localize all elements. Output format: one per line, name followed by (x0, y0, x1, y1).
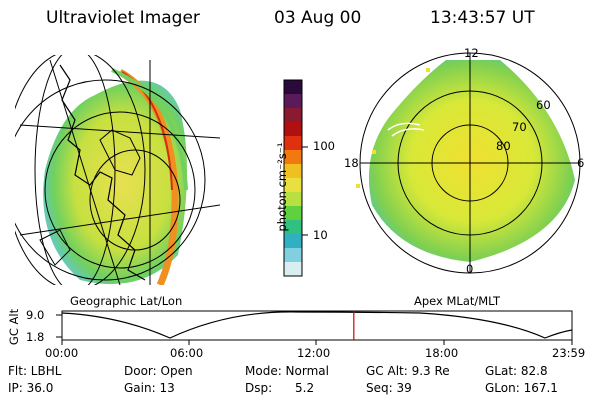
colorbar-unit-label: photon cm⁻²s⁻¹ (275, 142, 289, 232)
info-gc-alt: GC Alt: 9.3 Re (366, 364, 450, 378)
colorbar-swatch (284, 150, 302, 165)
altitude-curve (61, 311, 573, 339)
time-label: 13:43:57 UT (430, 8, 535, 28)
polar-label-lat80: 80 (496, 139, 511, 153)
info-gain: Gain: 13 (124, 381, 175, 395)
colorbar-swatch (284, 122, 302, 137)
altitude-ylabel: GC Alt (7, 308, 21, 346)
polar-label-lat60: 60 (536, 98, 551, 112)
altitude-plot (56, 310, 573, 345)
colorbar-swatch (284, 262, 302, 277)
info-flt: Flt: LBHL (8, 364, 62, 378)
colorbar-swatch (284, 248, 302, 263)
polar-label-noon: 12 (464, 46, 479, 60)
info-dsp: Dsp: 5.2 (245, 381, 315, 395)
colorbar-swatch (284, 192, 302, 207)
instrument-title: Ultraviolet Imager (46, 8, 200, 28)
polar-map (356, 52, 581, 274)
info-glat: GLat: 82.8 (485, 364, 548, 378)
altitude-ytick-low: 1.8 (26, 330, 45, 344)
colorbar-tick-10: 10 (313, 228, 328, 242)
polar-label-dusk: 18 (344, 156, 359, 170)
polar-label-midnight: 0 (466, 262, 474, 276)
colorbar-swatch (284, 220, 302, 235)
colorbar-tick-100: 100 (313, 139, 335, 153)
colorbar-swatch (284, 108, 302, 123)
colorbar-swatch (284, 178, 302, 193)
geographic-map (15, 55, 220, 285)
colorbar (283, 79, 303, 277)
colorbar-swatch (284, 94, 302, 109)
apex-panel-caption: Apex MLat/MLT (414, 294, 501, 308)
colorbar-swatch (284, 234, 302, 249)
altitude-xtick-4: 23:59 (552, 346, 586, 360)
altitude-xtick-3: 18:00 (425, 346, 459, 360)
altitude-xtick-0: 00:00 (45, 346, 79, 360)
altitude-xtick-2: 12:00 (297, 346, 331, 360)
colorbar-swatch (284, 136, 302, 151)
polar-label-dawn: 6 (577, 156, 585, 170)
colorbar-swatch (284, 164, 302, 179)
polar-label-lat70: 70 (512, 120, 527, 134)
altitude-xtick-1: 06:00 (170, 346, 204, 360)
date-label: 03 Aug 00 (274, 8, 362, 28)
colorbar-swatch (284, 80, 302, 95)
altitude-ytick-high: 9.0 (26, 308, 45, 322)
info-ip: IP: 36.0 (8, 381, 54, 395)
info-door: Door: Open (124, 364, 193, 378)
info-seq: Seq: 39 (366, 381, 412, 395)
colorbar-swatch (284, 206, 302, 221)
colorbar-frame (283, 79, 303, 277)
info-mode: Mode: Normal (245, 364, 329, 378)
info-glon: GLon: 167.1 (485, 381, 558, 395)
geo-panel-caption: Geographic Lat/Lon (70, 294, 183, 308)
